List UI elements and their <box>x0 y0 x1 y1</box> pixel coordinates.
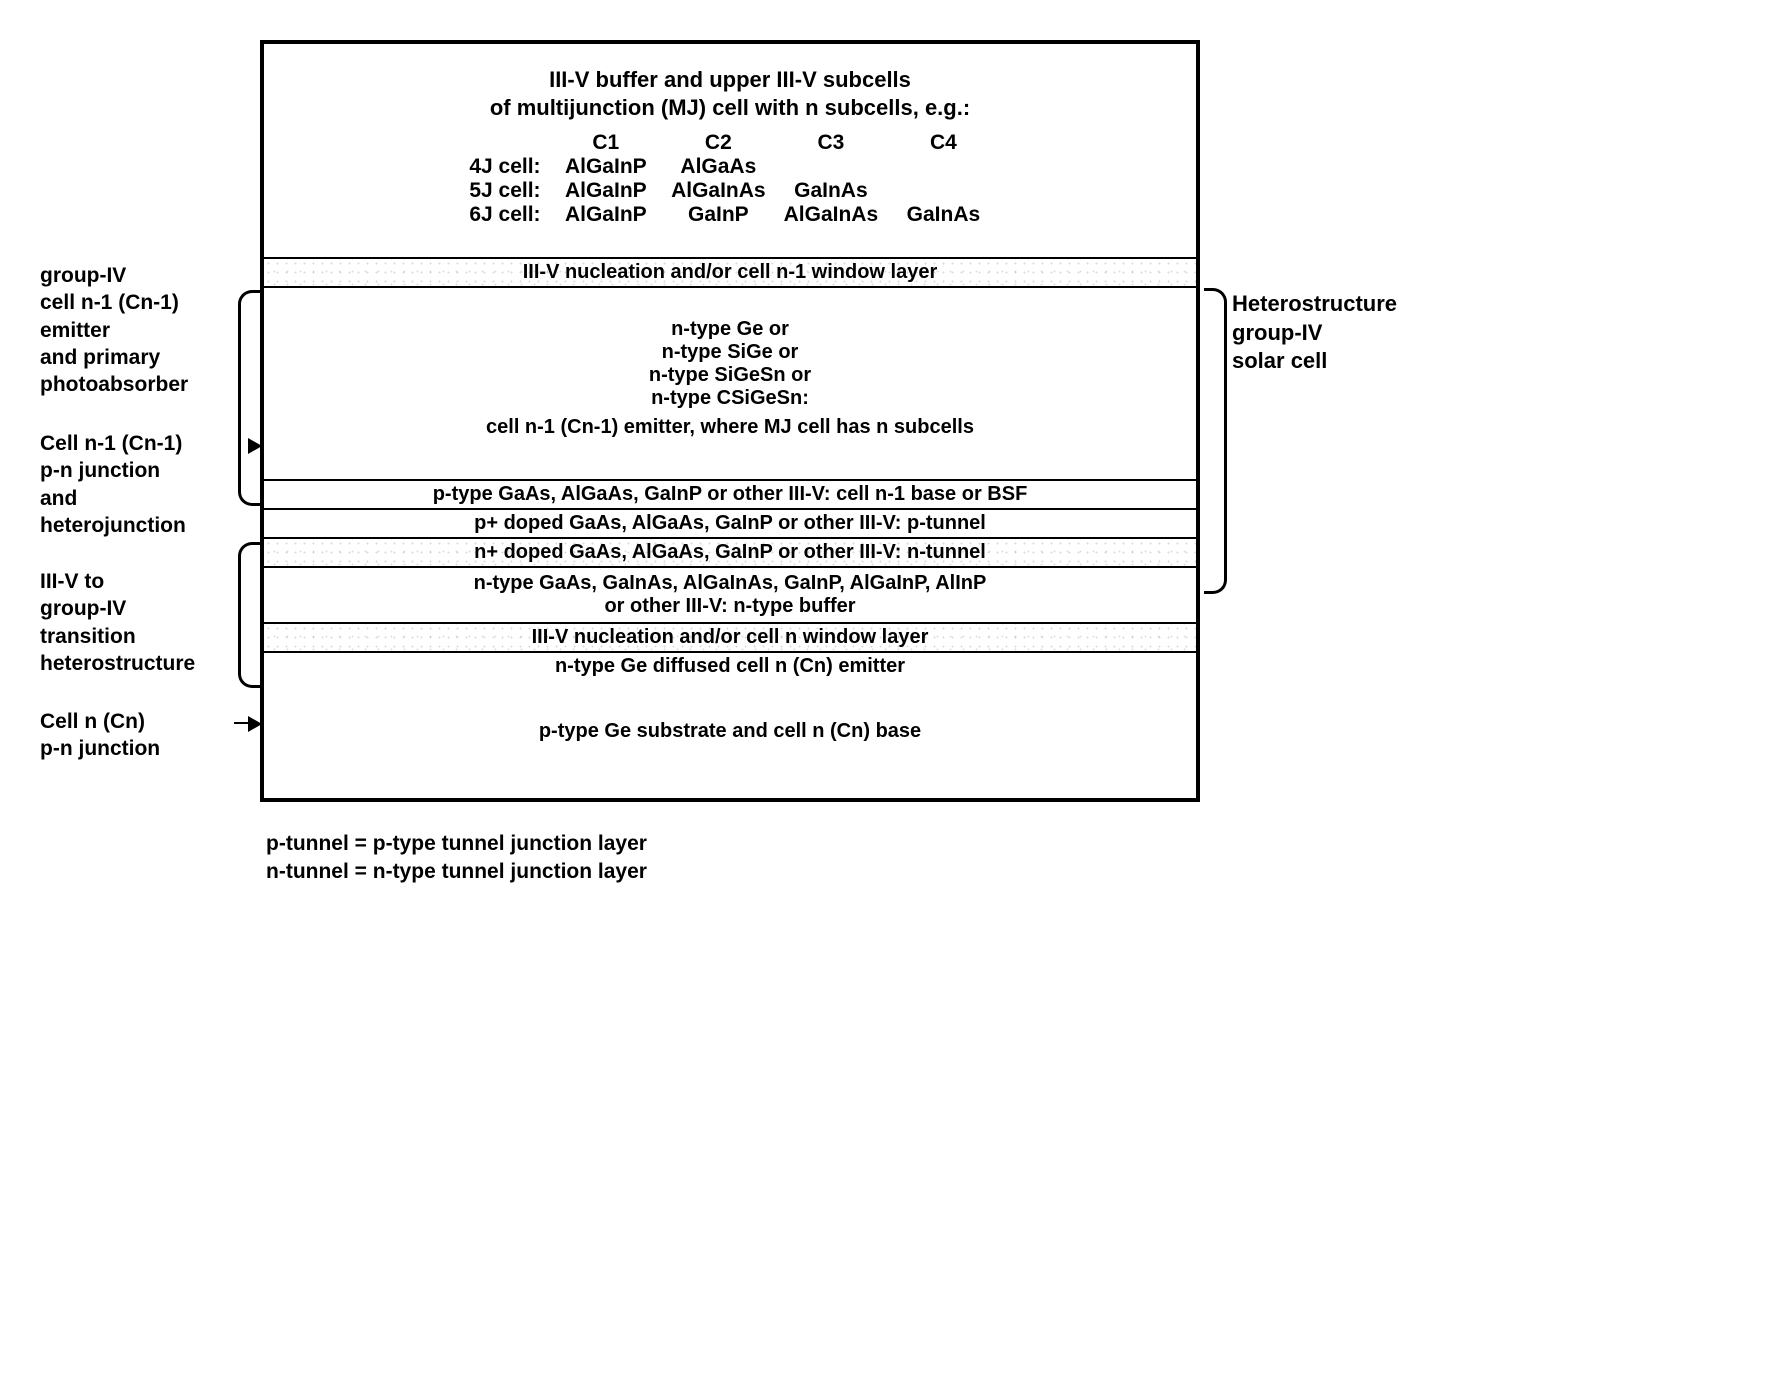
layer-emitter-block: n-type Ge or n-type SiGe or n-type SiGeS… <box>264 286 1196 479</box>
emitter-line2: n-type SiGe or <box>284 341 1176 364</box>
r5c3: GaInAs <box>794 179 868 203</box>
r5c1: AlGaInP <box>565 179 647 203</box>
footer-line2: n-tunnel = n-type tunnel junction layer <box>266 858 1200 886</box>
r6c1: AlGaInP <box>565 203 647 227</box>
r6c2: GaInP <box>688 203 749 227</box>
layer-nucleation-n: III-V nucleation and/or cell n window la… <box>264 622 1196 651</box>
row-5j-label: 5J cell: <box>469 179 540 203</box>
r4c2: AlGaAs <box>680 155 756 179</box>
layer-substrate-text: p-type Ge substrate and cell n (Cn) base <box>539 720 921 742</box>
buffer-line2: or other III-V: n-type buffer <box>272 595 1188 618</box>
label-transition-text: III-V to group-IV transition heterostruc… <box>40 570 195 675</box>
brace-emitter-left <box>238 290 261 506</box>
col-c2: C2 <box>705 131 732 155</box>
col-c3: C3 <box>817 131 844 155</box>
label-pn-text: Cell n-1 (Cn-1) p-n junction and heteroj… <box>40 432 186 537</box>
emitter-line5: cell n-1 (Cn-1) emitter, where MJ cell h… <box>284 416 1176 439</box>
col-c1: C1 <box>592 131 619 155</box>
r5c2: AlGaInAs <box>671 179 766 203</box>
layer-base-bsf: p-type GaAs, AlGaAs, GaInP or other III-… <box>264 479 1196 508</box>
layer-p-tunnel-text: p+ doped GaAs, AlGaAs, GaInP or other II… <box>474 512 986 534</box>
layer-stack-column: III-V buffer and upper III-V subcells of… <box>260 40 1200 887</box>
label-transition: III-V to group-IV transition heterostruc… <box>40 568 240 677</box>
brace-heterostructure-right <box>1204 288 1227 594</box>
layer-substrate: p-type Ge substrate and cell n (Cn) base <box>264 680 1196 798</box>
emitter-line3: n-type SiGeSn or <box>284 364 1176 387</box>
label-heterostructure: Heterostructure group-IV solar cell <box>1232 290 1397 376</box>
label-emitter: group-IV cell n-1 (Cn-1) emitter and pri… <box>40 262 240 398</box>
label-emitter-text: group-IV cell n-1 (Cn-1) emitter and pri… <box>40 264 188 396</box>
layer-n-tunnel-text: n+ doped GaAs, AlGaAs, GaInP or other II… <box>474 541 986 563</box>
row-4j-label: 4J cell: <box>469 155 540 179</box>
col-c4: C4 <box>930 131 957 155</box>
layer-nucleation-n-text: III-V nucleation and/or cell n window la… <box>532 626 929 648</box>
layer-p-tunnel: p+ doped GaAs, AlGaAs, GaInP or other II… <box>264 508 1196 537</box>
row-6j-label: 6J cell: <box>469 203 540 227</box>
top-title: III-V buffer and upper III-V subcells of… <box>284 66 1176 121</box>
emitter-line1: n-type Ge or <box>284 318 1176 341</box>
footer-line1: p-tunnel = p-type tunnel junction layer <box>266 830 1200 858</box>
layer-nucleation-n-1: III-V nucleation and/or cell n-1 window … <box>264 257 1196 286</box>
layer-n-tunnel: n+ doped GaAs, AlGaAs, GaInP or other II… <box>264 537 1196 566</box>
layer-n-buffer: n-type GaAs, GaInAs, AlGaInAs, GaInP, Al… <box>264 566 1196 622</box>
emitter-line4: n-type CSiGeSn: <box>284 387 1176 410</box>
footer-notes: p-tunnel = p-type tunnel junction layer … <box>266 830 1200 887</box>
layer-stack: III-V buffer and upper III-V subcells of… <box>260 40 1200 802</box>
layer-diffused-emitter-text: n-type Ge diffused cell n (Cn) emitter <box>555 655 905 677</box>
subcell-grid: C1 C2 C3 C4 4J cell: AlGaInP AlGaAs 5J c… <box>469 131 990 227</box>
layer-nucleation-n-1-text: III-V nucleation and/or cell n-1 window … <box>523 261 938 283</box>
buffer-line1: n-type GaAs, GaInAs, AlGaInAs, GaInP, Al… <box>272 572 1188 595</box>
left-label-column: group-IV cell n-1 (Cn-1) emitter and pri… <box>40 40 250 940</box>
r6c4: GaInAs <box>907 203 981 227</box>
layer-top-subcells: III-V buffer and upper III-V subcells of… <box>264 44 1196 257</box>
r4c1: AlGaInP <box>565 155 647 179</box>
top-title-line2: of multijunction (MJ) cell with n subcel… <box>284 94 1176 122</box>
brace-transition-left <box>238 542 261 688</box>
right-label-column: Heterostructure group-IV solar cell <box>1210 40 1430 940</box>
label-celln-text: Cell n (Cn) p-n junction <box>40 710 160 760</box>
top-title-line1: III-V buffer and upper III-V subcells <box>284 66 1176 94</box>
r6c3: AlGaInAs <box>784 203 879 227</box>
label-pn-heterojunction: Cell n-1 (Cn-1) p-n junction and heteroj… <box>40 430 240 539</box>
label-celln-pn: Cell n (Cn) p-n junction <box>40 708 240 763</box>
layer-base-bsf-text: p-type GaAs, AlGaAs, GaInP or other III-… <box>433 483 1028 505</box>
layer-diffused-emitter: n-type Ge diffused cell n (Cn) emitter <box>264 651 1196 680</box>
label-heterostructure-text: Heterostructure group-IV solar cell <box>1232 291 1397 373</box>
